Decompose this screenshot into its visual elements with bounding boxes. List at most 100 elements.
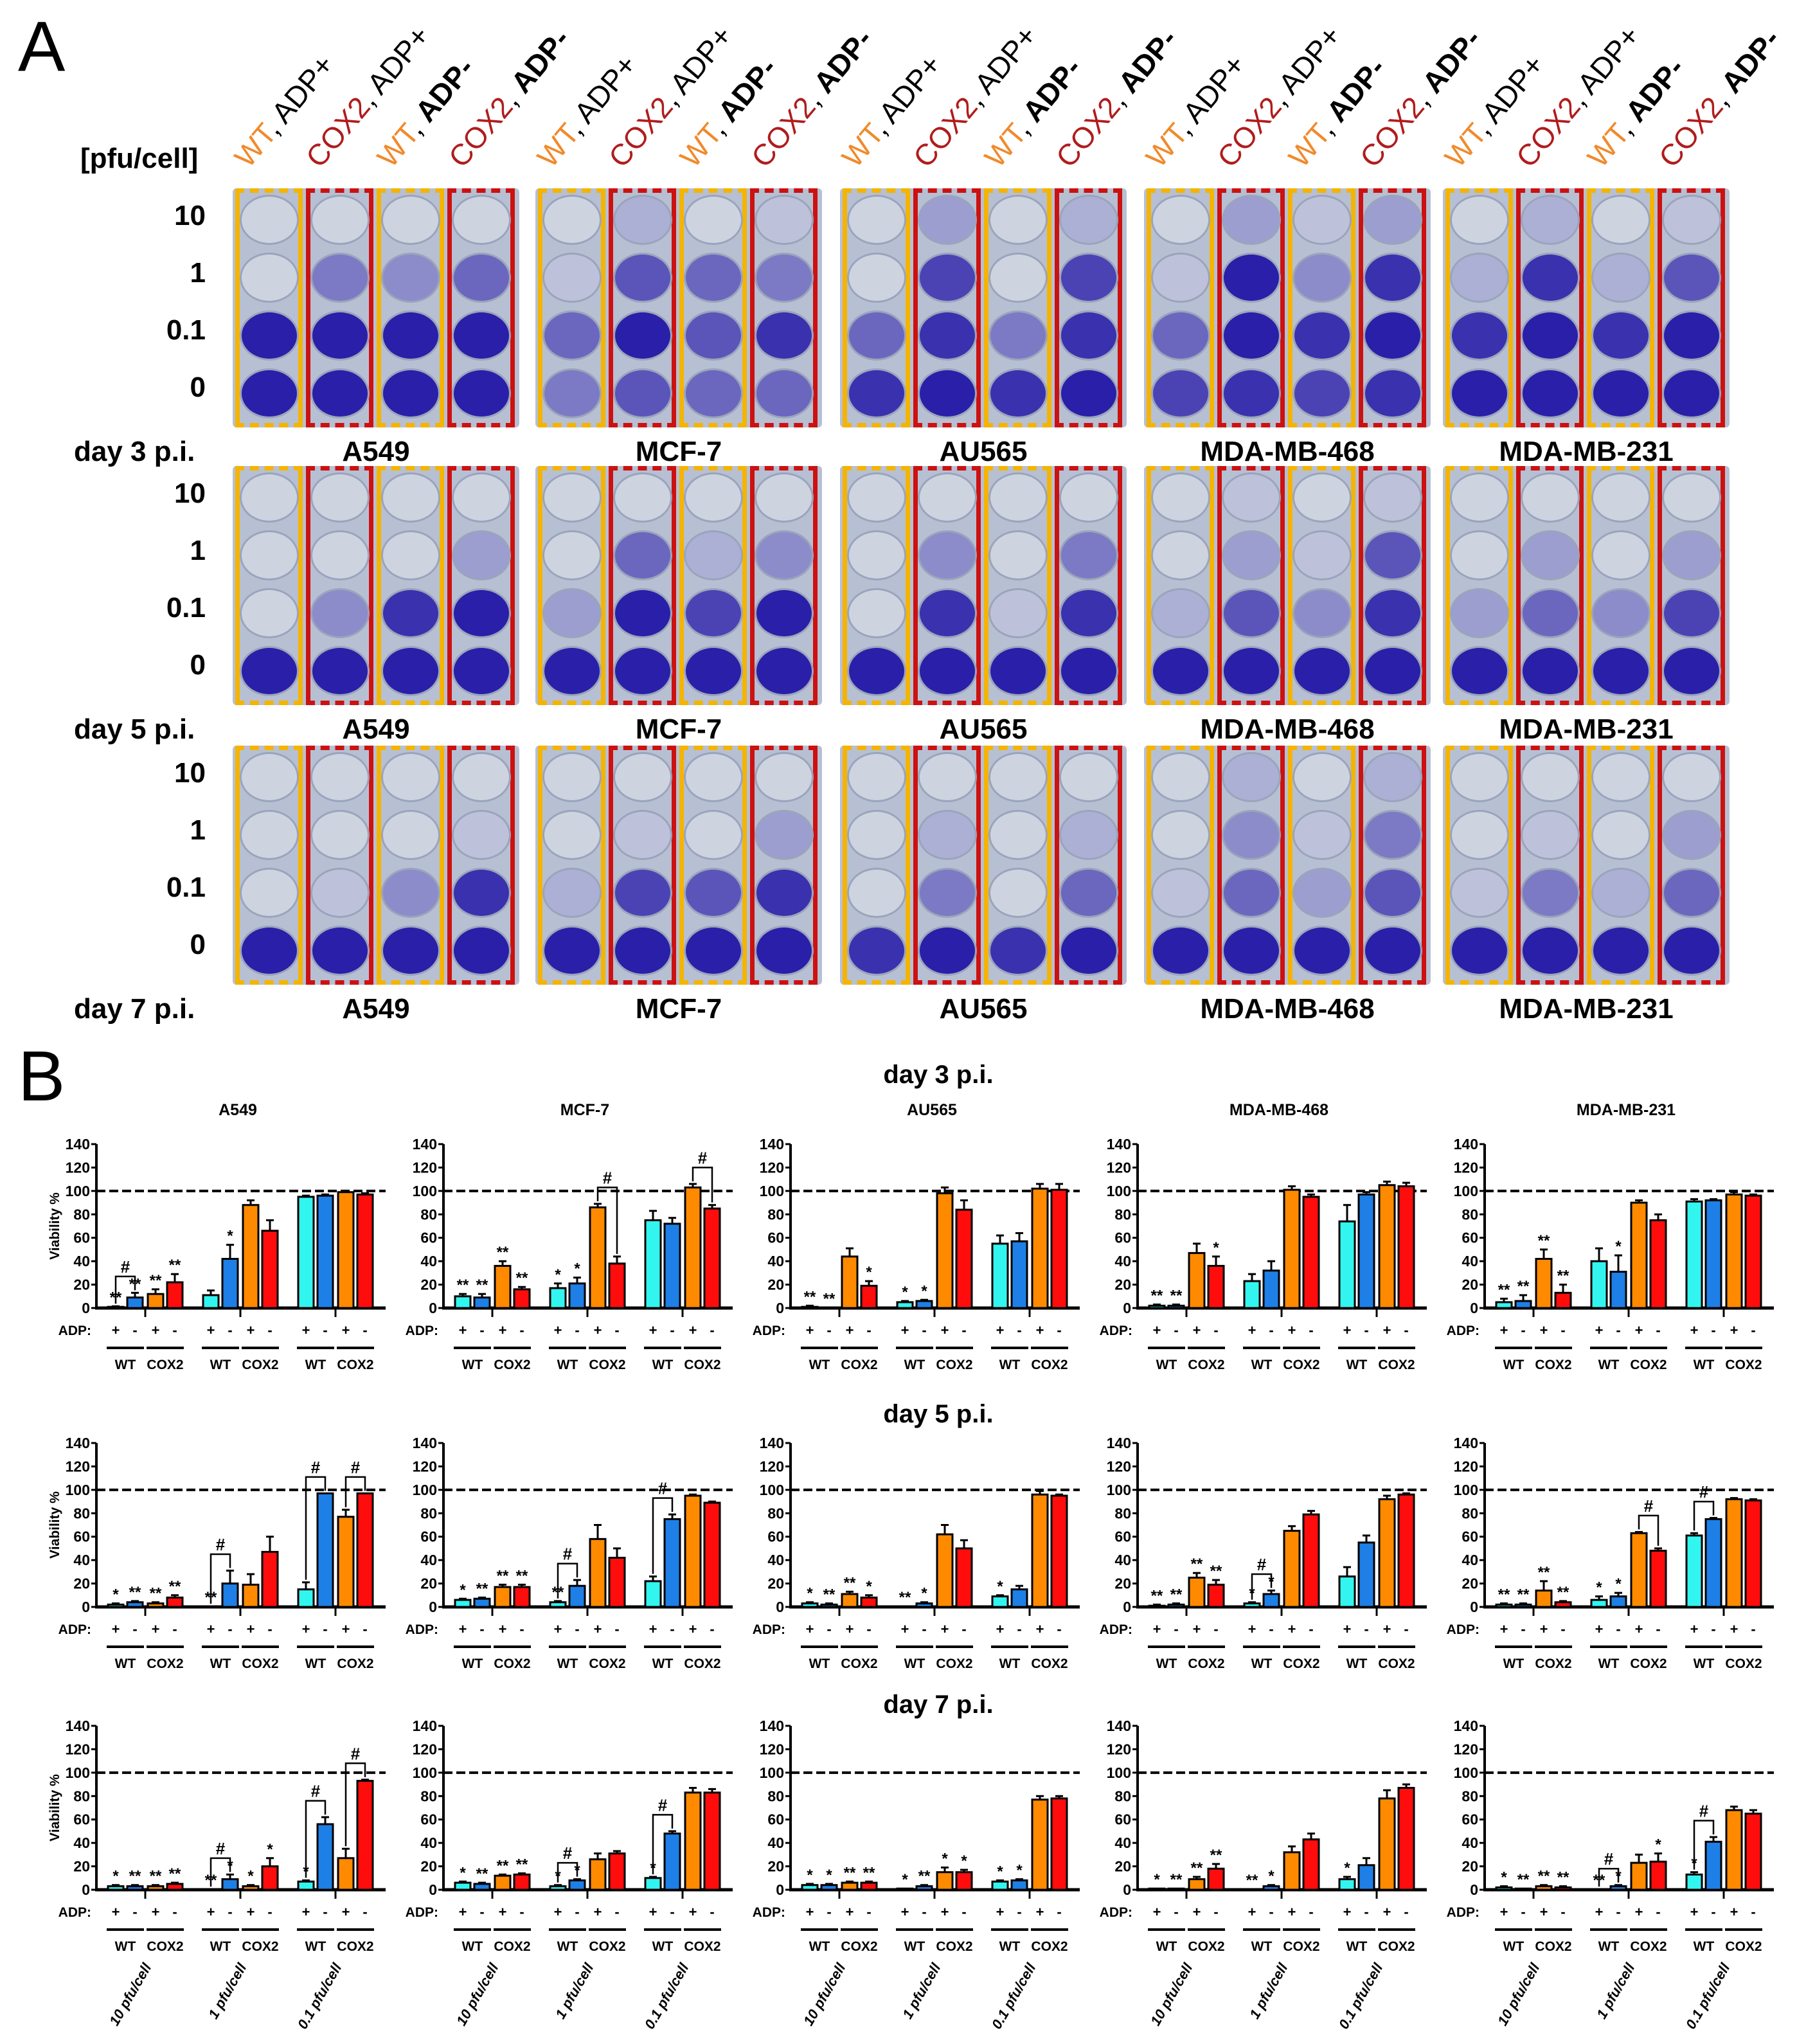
wt-column-frame	[984, 466, 1051, 705]
virus-group-label: COX2	[1378, 1939, 1415, 1954]
cox2-column-frame	[1658, 188, 1725, 427]
significance-mark: **	[1170, 1586, 1183, 1604]
significance-mark: **	[1170, 1287, 1183, 1305]
cell-line-label: AU565	[939, 436, 1028, 467]
bar	[1725, 1498, 1743, 1608]
well	[310, 646, 370, 696]
bar	[242, 1204, 260, 1309]
y-tick-label: 0	[82, 1599, 90, 1615]
adp-sign: -	[1560, 1904, 1565, 1920]
well-plate	[233, 746, 519, 985]
significance-mark: **	[1538, 1868, 1550, 1885]
hash-mark: #	[311, 1782, 321, 1801]
significance-mark: **	[476, 1865, 488, 1883]
virus-group-label: COX2	[337, 1939, 373, 1954]
y-tick-label: 100	[760, 1183, 784, 1199]
adp-sign: +	[112, 1904, 120, 1920]
wt-column-frame	[1445, 188, 1513, 427]
well	[310, 195, 370, 245]
adp-row-label: ADP:	[1100, 1622, 1132, 1637]
adp-sign: -	[827, 1904, 831, 1920]
y-tick-label: 140	[413, 1435, 437, 1451]
bar	[1378, 1797, 1396, 1891]
bar	[1050, 1797, 1068, 1891]
bar	[1495, 1886, 1513, 1891]
adp-sign: +	[342, 1904, 350, 1920]
y-tick-label: 140	[1454, 1435, 1478, 1451]
virus-group-label: COX2	[494, 1358, 530, 1372]
well	[684, 253, 743, 303]
adp-sign: +	[499, 1904, 507, 1920]
wt-column-frame	[1147, 188, 1214, 427]
well	[1059, 472, 1118, 523]
well-plate	[840, 746, 1127, 985]
well	[1591, 588, 1650, 638]
bar	[242, 1583, 260, 1608]
adp-sign: +	[459, 1322, 467, 1338]
well	[918, 530, 977, 580]
adp-sign: +	[1343, 1621, 1352, 1637]
y-tick-label: 0	[429, 1881, 437, 1898]
bar-chart-a549: Viability % 0 20 40 60 80 100 120 140 * + ** - ** + ** -…	[48, 1435, 386, 1671]
significance-mark: **	[476, 1580, 488, 1597]
well	[1591, 646, 1650, 696]
adp-sign: +	[649, 1322, 657, 1338]
well	[613, 926, 672, 976]
virus-group-label: COX2	[589, 1656, 625, 1671]
virus-group-label: WT	[652, 1358, 674, 1372]
hash-bracket	[1251, 1573, 1273, 1600]
adp-row-label: ADP:	[1447, 1323, 1480, 1338]
well	[847, 588, 906, 638]
virus-group-label: COX2	[936, 1939, 972, 1954]
y-axis-label: Viability %	[48, 1192, 62, 1260]
well	[1363, 646, 1422, 696]
day-label: day 3 p.i.	[74, 436, 195, 467]
adp-sign: +	[846, 1621, 854, 1637]
significance-mark: **	[497, 1244, 509, 1261]
well	[613, 868, 672, 918]
adp-sign: +	[901, 1904, 909, 1920]
significance-mark: **	[1517, 1278, 1530, 1295]
adp-sign: +	[112, 1621, 120, 1637]
adp-sign: -	[479, 1322, 484, 1338]
cox2-column-frame	[1359, 188, 1426, 427]
virus-group-label: COX2	[1378, 1358, 1415, 1372]
well	[918, 195, 977, 245]
wt-column-frame	[843, 188, 910, 427]
hash-mark: #	[1699, 1802, 1709, 1821]
bar	[473, 1883, 491, 1891]
bar	[261, 1230, 279, 1309]
adp-row-label: ADP:	[1100, 1905, 1132, 1920]
hash-bracket	[305, 1476, 326, 1580]
significance-mark: *	[921, 1585, 927, 1602]
y-tick-label: 140	[760, 1717, 784, 1734]
hash-bracket	[1693, 1500, 1715, 1531]
significance-mark: **	[1557, 1869, 1569, 1887]
well	[755, 368, 814, 418]
virus-group-label: COX2	[936, 1358, 972, 1372]
bar	[261, 1550, 279, 1608]
y-tick-label: 60	[1462, 1811, 1478, 1828]
bar	[513, 1586, 531, 1608]
well	[988, 253, 1048, 303]
bar	[147, 1293, 165, 1309]
adp-sign: -	[1174, 1322, 1178, 1338]
y-tick-label: 40	[73, 1552, 90, 1568]
well	[1151, 752, 1210, 802]
well	[1059, 368, 1118, 418]
well	[1363, 868, 1422, 918]
wt-column-frame	[1147, 746, 1214, 985]
y-tick-label: 20	[73, 1277, 90, 1293]
bar	[221, 1582, 239, 1608]
cell-line-label: MDA-MB-231	[1499, 436, 1674, 467]
wt-column-frame	[679, 746, 747, 985]
significance-mark: *	[460, 1581, 466, 1599]
significance-mark: **	[150, 1585, 162, 1602]
bar-chart-a549: A549 Viability % 0 20 40 60 80 100 120 140 ** + ** - *…	[48, 1101, 386, 1372]
well	[1521, 253, 1580, 303]
significance-mark: **	[804, 1288, 816, 1305]
adp-sign: +	[689, 1904, 697, 1920]
adp-sign: +	[1730, 1621, 1739, 1637]
wt-column-frame	[377, 466, 444, 705]
y-tick-label: 60	[767, 1230, 784, 1246]
